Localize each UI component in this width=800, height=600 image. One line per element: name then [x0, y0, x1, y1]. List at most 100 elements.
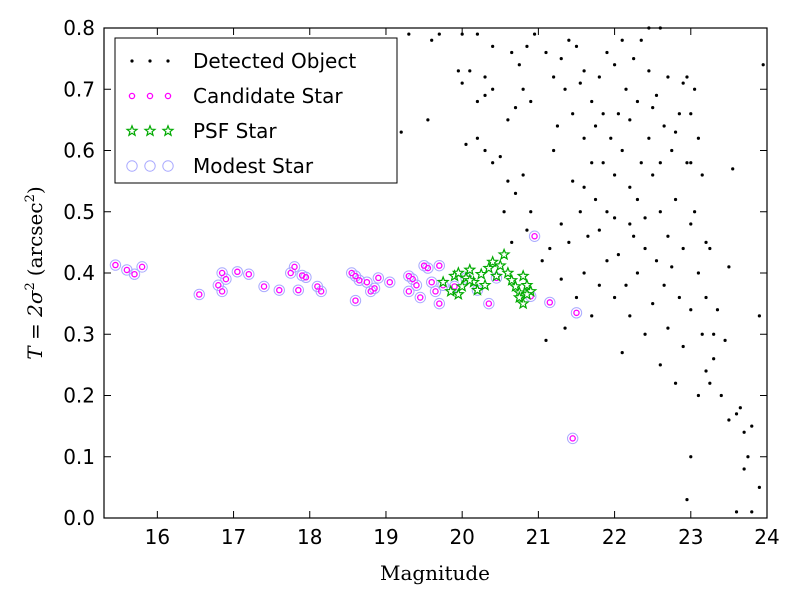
detected-object-point — [491, 44, 495, 48]
detected-object-point — [624, 283, 628, 287]
detected-object-point — [734, 412, 739, 416]
detected-object-point — [643, 332, 647, 336]
psf-star-point — [516, 269, 530, 282]
legend: Detected Object Candidate Star PSF Star … — [114, 37, 398, 184]
detected-object-point — [628, 222, 632, 226]
detected-object-point — [510, 50, 514, 55]
detected-object-point — [662, 124, 666, 128]
detected-object-point — [689, 455, 693, 459]
detected-object-point — [567, 38, 571, 42]
detected-object-point — [658, 161, 662, 165]
candidate-star-point — [317, 288, 325, 295]
candidate-star-point — [302, 274, 310, 281]
candidate-star-point — [112, 261, 119, 269]
modest-star-point — [349, 294, 362, 307]
modest-star-point — [216, 267, 228, 279]
detected-object-point — [628, 185, 632, 189]
detected-object-point — [643, 216, 647, 220]
modest-star-point — [406, 273, 419, 285]
detected-object-point — [563, 87, 567, 91]
detected-object-point — [525, 228, 529, 232]
psf-star-point — [497, 247, 511, 261]
detected-object-point — [620, 351, 624, 355]
modest-star-point — [403, 285, 415, 298]
detected-object-point — [761, 63, 765, 67]
detected-object-point — [609, 136, 613, 140]
detected-object-point — [712, 332, 716, 336]
detected-object-point — [578, 210, 582, 214]
detected-object-point — [620, 148, 624, 153]
detected-object-point — [521, 87, 525, 91]
detected-object-point — [742, 430, 746, 434]
y-axis-label-main: T = 2σ — [23, 289, 47, 360]
detected-object-point — [666, 326, 670, 330]
modest-star-point — [292, 284, 305, 296]
detected-object-point — [475, 32, 480, 36]
detected-object-point — [456, 69, 460, 73]
detected-object-point — [574, 44, 579, 48]
detected-object-point — [746, 455, 750, 459]
detected-object-point — [605, 50, 609, 55]
detected-object-point — [578, 81, 582, 85]
detected-object-point — [616, 112, 620, 116]
detected-object-point — [639, 38, 643, 42]
detected-object-point — [559, 222, 563, 226]
candidate-star-point — [371, 285, 378, 292]
detected-object-point — [685, 161, 689, 165]
candidate-star-point — [432, 288, 439, 295]
psf-star-point — [482, 261, 496, 274]
detected-object-point — [704, 369, 708, 373]
detected-object-point — [727, 418, 731, 422]
detected-object-point — [483, 148, 487, 153]
modest-star-point — [429, 285, 442, 298]
modest-star-point — [414, 291, 426, 304]
detected-object-point — [498, 155, 502, 159]
detected-object-point — [574, 295, 579, 300]
modest-star-point — [349, 270, 362, 282]
candidate-star-point — [222, 275, 230, 283]
psf-star-point — [451, 287, 465, 301]
detected-object-point — [544, 50, 548, 55]
candidate-star-point — [352, 297, 359, 304]
candidate-star-point — [276, 286, 283, 294]
x-tick-label: 20 — [449, 525, 474, 549]
detected-object-point — [597, 75, 601, 79]
legend-marker-psf-star — [143, 124, 157, 137]
modest-star-point — [544, 296, 556, 309]
candidate-star-point — [352, 272, 359, 280]
psf-star-point — [474, 267, 488, 280]
candidate-star-point — [569, 435, 576, 442]
detected-object-point — [639, 161, 643, 165]
legend-marker-detected-object — [130, 59, 134, 63]
detected-object-point — [532, 32, 537, 36]
detected-object-point — [670, 148, 674, 153]
detected-object-point — [475, 99, 480, 104]
modest-star-point — [128, 268, 141, 280]
detected-object-point — [681, 344, 685, 349]
modest-star-point — [566, 432, 579, 445]
detected-object-point — [612, 295, 617, 300]
candidate-star-point — [131, 270, 138, 278]
y-axis-label-sup: 2 — [23, 282, 38, 290]
y-tick-label: 0.1 — [63, 445, 95, 469]
detected-object-point — [506, 118, 510, 122]
detected-object-point — [719, 393, 723, 398]
legend-marker-modest-star — [162, 160, 174, 172]
candidate-star-point — [363, 278, 371, 286]
legend-label-detected: Detected Object — [193, 49, 356, 73]
legend-marker-modest-star — [126, 160, 138, 172]
detected-object-point — [521, 173, 525, 177]
psf-star-point — [478, 278, 492, 291]
detected-object-point — [757, 314, 761, 318]
modest-star-point — [345, 267, 358, 279]
detected-object-point — [700, 173, 704, 177]
legend-marker-candidate-star — [164, 92, 172, 100]
modest-star-point — [315, 285, 327, 298]
y-axis-label: T = 2σ2(arcsec2) — [23, 186, 47, 359]
candidate-star-point — [485, 300, 493, 307]
detected-object-point — [563, 326, 567, 330]
y-axis-label-paren-close: ) — [23, 186, 47, 194]
x-tick-label: 21 — [526, 525, 551, 549]
modest-star-point — [433, 259, 446, 272]
